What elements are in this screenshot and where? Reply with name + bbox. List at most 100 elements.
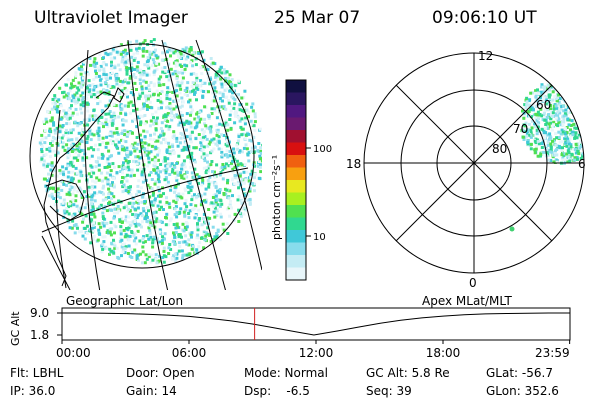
emission-pixel xyxy=(592,108,595,111)
emission-pixel xyxy=(150,187,154,191)
emission-pixel xyxy=(77,154,81,158)
emission-pixel xyxy=(129,91,133,95)
emission-pixel xyxy=(173,242,177,246)
emission-pixel xyxy=(574,142,578,146)
emission-pixel xyxy=(131,205,135,209)
emission-pixel xyxy=(207,208,211,211)
emission-pixel xyxy=(579,104,583,108)
emission-pixel xyxy=(110,122,114,126)
emission-pixel xyxy=(54,101,58,105)
emission-pixel xyxy=(92,63,95,67)
mlt-label-18: 18 xyxy=(346,157,361,171)
emission-pixel xyxy=(554,112,558,116)
emission-pixel xyxy=(193,160,197,164)
emission-pixel xyxy=(214,75,218,79)
emission-pixel xyxy=(210,180,214,184)
emission-pixel xyxy=(143,39,147,43)
emission-pixel xyxy=(180,68,184,72)
emission-pixel xyxy=(197,245,201,249)
emission-pixel xyxy=(223,71,227,75)
emission-pixel xyxy=(182,162,186,166)
emission-pixel xyxy=(168,102,172,105)
emission-pixel xyxy=(141,54,145,58)
emission-pixel xyxy=(97,134,101,138)
emission-pixel xyxy=(107,196,111,199)
emission-pixel xyxy=(197,115,200,119)
emission-pixel xyxy=(587,132,590,135)
emission-pixel xyxy=(171,170,174,174)
emission-pixel xyxy=(192,158,196,162)
emission-pixel xyxy=(583,144,584,148)
emission-pixel xyxy=(540,92,544,96)
emission-pixel xyxy=(145,257,149,261)
emission-pixel xyxy=(259,170,262,174)
emission-pixel xyxy=(557,120,561,124)
emission-pixel xyxy=(251,102,255,106)
emission-pixel xyxy=(593,98,596,101)
emission-pixel xyxy=(150,144,154,148)
emission-pixel xyxy=(105,89,109,93)
emission-pixel xyxy=(550,79,554,83)
emission-pixel xyxy=(259,146,262,150)
emission-pixel xyxy=(586,89,589,92)
emission-pixel xyxy=(106,229,110,233)
emission-pixel xyxy=(64,128,68,132)
emission-pixel xyxy=(92,221,96,225)
emission-pixel xyxy=(173,83,177,87)
emission-pixel xyxy=(577,97,581,100)
emission-pixel xyxy=(580,111,584,115)
geographic-map xyxy=(29,38,262,290)
emission-pixel xyxy=(175,198,179,202)
emission-pixel xyxy=(552,107,556,111)
emission-pixel xyxy=(224,121,228,125)
emission-pixel xyxy=(120,254,123,258)
emission-pixel xyxy=(561,156,565,160)
emission-pixel xyxy=(596,110,599,113)
emission-pixel xyxy=(181,71,184,75)
emission-pixel xyxy=(142,129,146,133)
colorbar-cell xyxy=(286,142,306,156)
colorbar-cell xyxy=(286,130,306,143)
emission-pixel xyxy=(226,178,230,182)
emission-pixel xyxy=(240,127,244,131)
emission-pixel xyxy=(233,174,237,177)
emission-pixel xyxy=(114,48,118,51)
emission-pixel xyxy=(53,128,57,132)
emission-pixel xyxy=(546,140,550,144)
emission-pixel xyxy=(575,136,579,140)
emission-pixel xyxy=(89,146,93,150)
emission-pixel xyxy=(236,147,240,151)
emission-pixel xyxy=(145,71,149,75)
emission-pixel xyxy=(102,125,105,129)
emission-pixel xyxy=(208,175,212,179)
emission-pixel xyxy=(184,198,188,202)
emission-pixel xyxy=(134,160,138,164)
emission-pixel xyxy=(258,127,262,131)
emission-pixel xyxy=(202,166,206,170)
emission-pixel xyxy=(42,163,46,167)
emission-pixel xyxy=(148,100,152,104)
emission-pixel xyxy=(182,70,186,74)
emission-pixel xyxy=(147,156,151,160)
emission-pixel xyxy=(152,73,156,77)
emission-pixel xyxy=(581,154,584,157)
emission-pixel xyxy=(193,216,197,220)
emission-pixel xyxy=(558,97,562,101)
emission-pixel xyxy=(127,168,131,172)
emission-pixel xyxy=(148,173,151,177)
emission-pixel xyxy=(110,114,114,118)
emission-pixel xyxy=(68,106,72,110)
emission-pixel xyxy=(195,195,199,199)
emission-pixel xyxy=(189,189,193,192)
emission-pixel xyxy=(96,132,100,136)
emission-pixel xyxy=(248,202,252,205)
emission-pixel xyxy=(178,50,182,54)
emission-pixel xyxy=(105,160,109,164)
emission-pixel xyxy=(198,241,202,245)
emission-pixel xyxy=(215,133,219,137)
emission-pixel xyxy=(162,168,166,172)
emission-pixel xyxy=(93,191,97,195)
emission-pixel xyxy=(157,180,161,184)
emission-pixel xyxy=(213,237,217,241)
mlt-label-12: 12 xyxy=(478,49,493,63)
